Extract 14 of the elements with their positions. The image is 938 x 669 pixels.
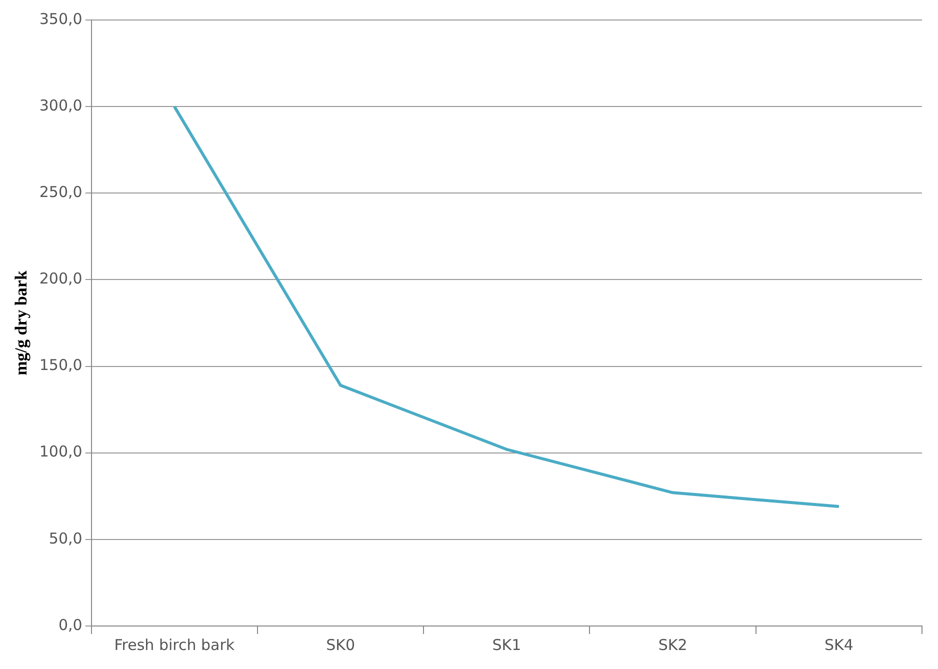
x-tick-label: SK0	[326, 636, 355, 654]
y-tick-label: 150,0	[39, 356, 82, 374]
y-tick-label: 300,0	[39, 96, 82, 114]
y-tick-label: 50,0	[48, 529, 82, 548]
x-tick-label: SK2	[658, 636, 688, 654]
y-tick-label: 200,0	[39, 270, 82, 288]
y-axis-title: mg/g dry bark	[12, 270, 31, 376]
x-tick-label: SK1	[492, 636, 522, 654]
y-tick-label: 0,0	[58, 616, 82, 634]
y-tick-label: 100,0	[39, 442, 82, 461]
x-tick-label: Fresh birch bark	[114, 636, 235, 654]
y-tick-label: 350,0	[39, 10, 82, 28]
x-tick-label: SK4	[824, 636, 854, 654]
y-tick-label: 250,0	[39, 183, 82, 202]
